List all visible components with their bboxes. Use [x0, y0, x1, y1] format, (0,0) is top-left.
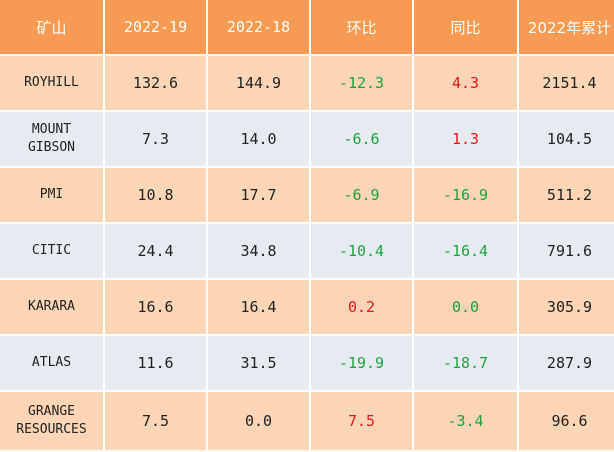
mine-name: KARARA [0, 280, 103, 334]
header-col-2022-18: 2022-18 [208, 0, 309, 54]
value-ytd: 791.6 [519, 224, 614, 278]
mine-name-line-2: GIBSON [28, 140, 75, 155]
mine-name: PMI [0, 168, 103, 222]
value-2022-19: 7.5 [105, 392, 206, 450]
value-mom: 0.2 [311, 280, 412, 334]
table-row: CITIC 24.4 34.8 -10.4 -16.4 791.6 [0, 224, 614, 278]
value-2022-18: 16.4 [208, 280, 309, 334]
value-mom: 7.5 [311, 392, 412, 450]
value-2022-18: 31.5 [208, 336, 309, 390]
value-yoy: -18.7 [414, 336, 517, 390]
table-row: ROYHILL 132.6 144.9 -12.3 4.3 2151.4 [0, 56, 614, 110]
mine-name: GRANGE RESOURCES [0, 392, 103, 450]
table-row: KARARA 16.6 16.4 0.2 0.0 305.9 [0, 280, 614, 334]
value-2022-18: 144.9 [208, 56, 309, 110]
mine-name-line-1: MOUNT [31, 122, 72, 138]
value-ytd: 287.9 [519, 336, 614, 390]
value-mom: -10.4 [311, 224, 412, 278]
header-col-2022-19: 2022-19 [105, 0, 206, 54]
mine-name-line-2: RESOURCES [16, 422, 87, 437]
value-mom: -12.3 [311, 56, 412, 110]
header-mine: 矿山 [0, 0, 103, 54]
mine-name-line-1: GRANGE [28, 404, 75, 420]
value-2022-19: 7.3 [105, 112, 206, 166]
value-yoy: 0.0 [414, 280, 517, 334]
value-mom: -19.9 [311, 336, 412, 390]
value-ytd: 2151.4 [519, 56, 614, 110]
header-mom: 环比 [311, 0, 412, 54]
value-2022-19: 10.8 [105, 168, 206, 222]
value-ytd: 96.6 [519, 392, 614, 450]
value-2022-18: 34.8 [208, 224, 309, 278]
value-yoy: -16.4 [414, 224, 517, 278]
mine-name: ATLAS [0, 336, 103, 390]
value-mom: -6.6 [311, 112, 412, 166]
table-row: PMI 10.8 17.7 -6.9 -16.9 511.2 [0, 168, 614, 222]
value-2022-19: 16.6 [105, 280, 206, 334]
table-row: ATLAS 11.6 31.5 -19.9 -18.7 287.9 [0, 336, 614, 390]
mine-name: CITIC [0, 224, 103, 278]
table-row: GRANGE RESOURCES 7.5 0.0 7.5 -3.4 96.6 [0, 392, 614, 450]
value-2022-19: 132.6 [105, 56, 206, 110]
header-ytd: 2022年累计 [519, 0, 614, 54]
value-2022-18: 17.7 [208, 168, 309, 222]
mine-name: ROYHILL [0, 56, 103, 110]
header-row: 矿山 2022-19 2022-18 环比 同比 2022年累计 [0, 0, 614, 54]
value-2022-19: 24.4 [105, 224, 206, 278]
value-yoy: 4.3 [414, 56, 517, 110]
value-2022-18: 0.0 [208, 392, 309, 450]
table-row: MOUNT GIBSON 7.3 14.0 -6.6 1.3 104.5 [0, 112, 614, 166]
value-yoy: -3.4 [414, 392, 517, 450]
value-ytd: 511.2 [519, 168, 614, 222]
value-yoy: 1.3 [414, 112, 517, 166]
value-2022-18: 14.0 [208, 112, 309, 166]
value-2022-19: 11.6 [105, 336, 206, 390]
value-mom: -6.9 [311, 168, 412, 222]
mine-name: MOUNT GIBSON [0, 112, 103, 166]
value-ytd: 305.9 [519, 280, 614, 334]
header-yoy: 同比 [414, 0, 517, 54]
value-yoy: -16.9 [414, 168, 517, 222]
value-ytd: 104.5 [519, 112, 614, 166]
